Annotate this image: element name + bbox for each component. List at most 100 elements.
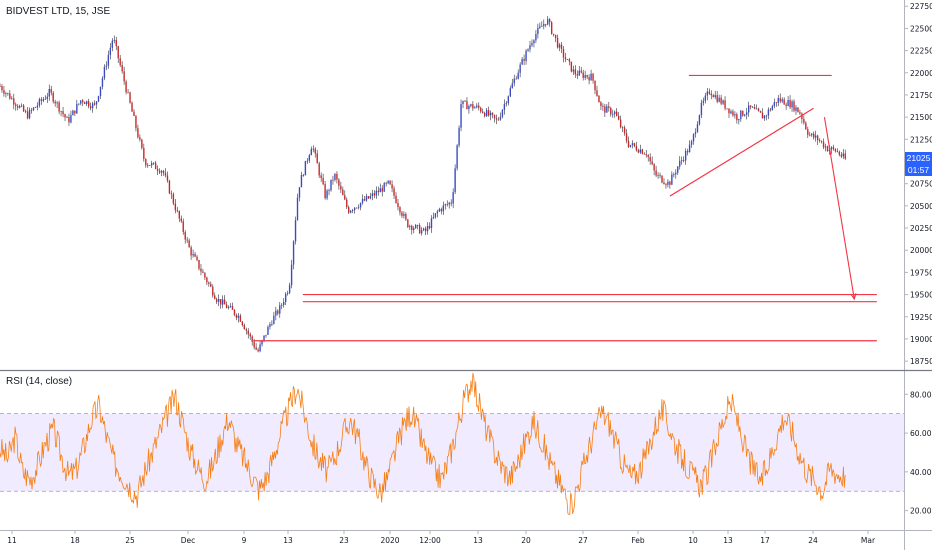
candle-body: [206, 277, 208, 283]
candle-body: [212, 286, 214, 296]
candle-body: [513, 78, 515, 84]
candle-body: [692, 134, 695, 142]
candle-body: [202, 271, 204, 273]
candle-body: [747, 105, 750, 113]
candle-body: [377, 190, 379, 193]
candle-body: [708, 91, 710, 94]
candle-body: [422, 228, 425, 231]
candle-body: [659, 174, 661, 176]
candle-body: [239, 315, 242, 322]
candle-body: [219, 299, 222, 305]
candle-body: [113, 39, 115, 41]
candle-body: [783, 99, 785, 105]
candle-body: [125, 81, 127, 93]
candle-body: [407, 219, 409, 228]
candle-body: [686, 151, 689, 153]
candle-body: [511, 83, 513, 89]
candle-body: [724, 100, 726, 109]
projection-arrow: [823, 117, 855, 300]
candle-body: [336, 173, 338, 180]
candle-body: [556, 37, 559, 48]
price-tick-label: 21750: [910, 91, 932, 100]
candle-body: [32, 107, 35, 111]
candle-body: [665, 183, 667, 185]
candle-body: [359, 202, 362, 208]
time-tick-label: 13: [473, 536, 483, 545]
candle-body: [44, 98, 47, 100]
candle-body: [235, 314, 238, 318]
candle-body: [42, 99, 45, 101]
candle-body: [472, 104, 474, 109]
candle-body: [385, 183, 387, 184]
candle-body: [552, 33, 555, 35]
time-tick-label: 17: [760, 536, 770, 545]
time-tick-label: 18: [70, 536, 80, 545]
time-tick-label: 11: [7, 536, 17, 545]
candle-body: [340, 185, 342, 190]
candle-body: [834, 148, 837, 152]
candle-body: [0, 86, 1, 87]
candle-body: [805, 122, 807, 130]
candle-body: [590, 73, 592, 81]
candle-body: [452, 192, 454, 204]
candle-body: [19, 105, 21, 108]
candle-body: [381, 188, 383, 192]
candle-body: [791, 101, 793, 108]
candle-body: [531, 43, 533, 46]
candle-body: [720, 97, 722, 104]
candle-body: [824, 146, 827, 148]
time-tick-label: 25: [125, 536, 135, 545]
candle-body: [355, 207, 358, 209]
candle-body: [391, 184, 393, 189]
candle-body: [487, 110, 490, 116]
candle-body: [58, 102, 60, 112]
candle-body: [572, 69, 575, 72]
candle-body: [314, 148, 316, 154]
candle-body: [261, 340, 263, 345]
candle-body: [217, 299, 220, 302]
candle-body: [147, 165, 149, 166]
candle-body: [383, 183, 385, 192]
candle-body: [393, 188, 395, 196]
candle-body: [371, 193, 374, 197]
candle-body: [40, 99, 43, 101]
candle-body: [501, 109, 504, 117]
candle-body: [649, 157, 651, 162]
candle-body: [789, 99, 791, 108]
candle-body: [740, 110, 742, 120]
candle-body: [149, 165, 151, 166]
rising-trendline: [669, 107, 814, 197]
candle-body: [300, 174, 303, 188]
candle-body: [767, 109, 770, 116]
candle-body: [474, 107, 476, 109]
symbol-title: BIDVEST LTD, 15, JSE: [6, 6, 111, 17]
candle-body: [539, 26, 541, 28]
candle-body: [592, 73, 594, 81]
candle-body: [38, 99, 41, 106]
candle-body: [647, 155, 649, 158]
candle-body: [643, 153, 645, 155]
candle-body: [781, 99, 783, 102]
candle-body: [596, 90, 598, 96]
candle-body: [196, 256, 198, 261]
candle-body: [430, 218, 433, 229]
price-axis-panel: [904, 0, 932, 550]
price-tick-label: 19000: [910, 335, 932, 344]
candle-body: [653, 164, 655, 171]
candle-body: [476, 105, 478, 108]
candle-body: [413, 228, 415, 231]
candle-body: [606, 106, 608, 113]
candle-body: [761, 112, 764, 119]
candle-body: [712, 95, 714, 98]
candle-body: [738, 119, 740, 121]
candle-body: [521, 59, 523, 65]
candle-body: [269, 324, 271, 327]
candle-body: [560, 44, 563, 50]
candle-body: [682, 160, 685, 161]
candle-body: [188, 240, 190, 248]
time-tick-label: 23: [339, 536, 349, 545]
candle-body: [706, 91, 709, 96]
candle-body: [464, 100, 466, 102]
